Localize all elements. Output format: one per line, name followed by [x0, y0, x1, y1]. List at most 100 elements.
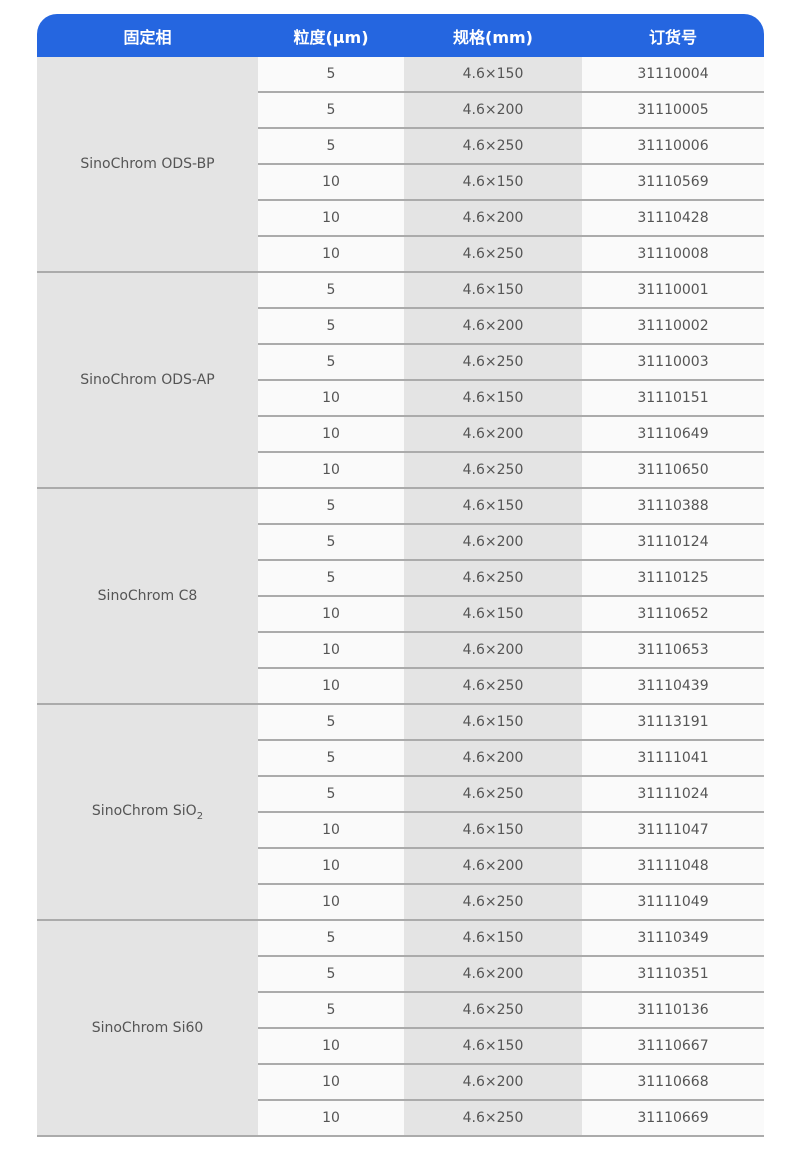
order-number-cell: 31110653 [582, 632, 764, 669]
order-number-cell: 31110006 [582, 128, 764, 165]
particle-size-cell: 10 [258, 884, 404, 921]
particle-size-cell: 5 [258, 524, 404, 561]
dimensions-cell: 4.6×150 [404, 596, 582, 633]
table-row: 5 4.6×250 31110006 [37, 128, 764, 165]
table-row: 10 4.6×150 31110569 [37, 164, 764, 201]
order-number-cell: 31110002 [582, 308, 764, 345]
dimensions-cell: 4.6×250 [404, 992, 582, 1029]
table-row: 10 4.6×250 31110439 [37, 668, 764, 705]
table-row: 10 4.6×200 31110428 [37, 200, 764, 237]
phase-name: SinoChrom C8 [97, 588, 198, 604]
particle-size-cell: 10 [258, 1064, 404, 1101]
table-row: SinoChrom SiO2 5 4.6×150 31113191 [37, 704, 764, 921]
particle-size-cell: 5 [258, 920, 404, 957]
phase-name: SinoChrom SiO [91, 802, 197, 819]
particle-size-cell: 5 [258, 57, 404, 93]
table-row: 5 4.6×200 31111041 [37, 740, 764, 777]
order-number-cell: 31110569 [582, 164, 764, 201]
order-number-cell: 31110439 [582, 668, 764, 705]
table-row: 10 4.6×200 31111048 [37, 848, 764, 885]
order-number-cell: 31110652 [582, 596, 764, 633]
particle-size-cell: 10 [258, 416, 404, 453]
table-row: 10 4.6×150 31110151 [37, 380, 764, 417]
product-table: 固定相 粒度(μm) 规格(mm) 订货号 SinoChrom ODS-BP 5 4… [37, 14, 764, 1137]
order-number-cell: 31110003 [582, 344, 764, 381]
table-row: 5 4.6×200 31110005 [37, 92, 764, 129]
particle-size-cell: 5 [258, 992, 404, 1029]
order-number-cell: 31110667 [582, 1028, 764, 1065]
order-number-cell: 31110136 [582, 992, 764, 1029]
particle-size-cell: 5 [258, 488, 404, 525]
table-row: 5 4.6×250 31110003 [37, 344, 764, 381]
particle-size-cell: 10 [258, 164, 404, 201]
particle-size-cell: 10 [258, 1028, 404, 1065]
table-body: SinoChrom ODS-BP 5 4.6×150 31110004 5 4.6×200… [37, 57, 764, 1137]
particle-size-cell: 10 [258, 632, 404, 669]
order-number-cell: 31111047 [582, 812, 764, 849]
table-header: 固定相 粒度(μm) 规格(mm) 订货号 [37, 14, 764, 57]
table-row: 5 4.6×200 31110002 [37, 308, 764, 345]
phase-name: SinoChrom Si60 [91, 1020, 204, 1036]
stationary-phase-cell: SinoChrom C8 [37, 488, 258, 705]
particle-size-cell: 10 [258, 812, 404, 849]
order-number-cell: 31110428 [582, 200, 764, 237]
table-row: SinoChrom Si60 5 4.6×150 31110349 [37, 920, 764, 1137]
order-number-cell: 31110649 [582, 416, 764, 453]
dimensions-cell: 4.6×150 [404, 704, 582, 741]
order-number-cell: 31110650 [582, 452, 764, 489]
order-number-cell: 31110669 [582, 1100, 764, 1137]
header-particle-size: 粒度(μm) [258, 14, 404, 57]
table-row: 10 4.6×250 31111049 [37, 884, 764, 921]
order-number-cell: 31111024 [582, 776, 764, 813]
stationary-phase-cell: SinoChrom ODS-BP [37, 57, 258, 273]
order-number-cell: 31110151 [582, 380, 764, 417]
order-number-cell: 31110351 [582, 956, 764, 993]
table-row: 5 4.6×200 31110351 [37, 956, 764, 993]
table-row: 10 4.6×200 31110649 [37, 416, 764, 453]
stationary-phase-cell: SinoChrom SiO2 [37, 704, 258, 921]
table-row: 10 4.6×250 31110650 [37, 452, 764, 489]
table-row: 5 4.6×250 31111024 [37, 776, 764, 813]
dimensions-cell: 4.6×250 [404, 668, 582, 705]
header-stationary-phase: 固定相 [37, 14, 258, 57]
particle-size-cell: 10 [258, 236, 404, 273]
table-row: 10 4.6×150 31110652 [37, 596, 764, 633]
dimensions-cell: 4.6×200 [404, 848, 582, 885]
order-number-cell: 31111048 [582, 848, 764, 885]
stationary-phase-cell: SinoChrom Si60 [37, 920, 258, 1137]
table-row: 5 4.6×200 31110124 [37, 524, 764, 561]
dimensions-cell: 4.6×200 [404, 92, 582, 129]
dimensions-cell: 4.6×150 [404, 1028, 582, 1065]
particle-size-cell: 10 [258, 596, 404, 633]
particle-size-cell: 5 [258, 704, 404, 741]
particle-size-cell: 10 [258, 380, 404, 417]
order-number-cell: 31110001 [582, 272, 764, 309]
dimensions-cell: 4.6×250 [404, 236, 582, 273]
dimensions-cell: 4.6×200 [404, 956, 582, 993]
table-row: 10 4.6×150 31111047 [37, 812, 764, 849]
order-number-cell: 31110388 [582, 488, 764, 525]
particle-size-cell: 5 [258, 344, 404, 381]
particle-size-cell: 10 [258, 452, 404, 489]
dimensions-cell: 4.6×150 [404, 380, 582, 417]
table-row: SinoChrom ODS-AP 5 4.6×150 31110001 [37, 272, 764, 489]
order-number-cell: 31110004 [582, 57, 764, 93]
particle-size-cell: 5 [258, 560, 404, 597]
dimensions-cell: 4.6×150 [404, 812, 582, 849]
dimensions-cell: 4.6×250 [404, 344, 582, 381]
particle-size-cell: 5 [258, 92, 404, 129]
particle-size-cell: 10 [258, 200, 404, 237]
dimensions-cell: 4.6×200 [404, 308, 582, 345]
dimensions-cell: 4.6×150 [404, 920, 582, 957]
phase-name: SinoChrom ODS-BP [80, 156, 215, 172]
dimensions-cell: 4.6×200 [404, 1064, 582, 1101]
table-row: 10 4.6×250 31110669 [37, 1100, 764, 1137]
dimensions-cell: 4.6×250 [404, 560, 582, 597]
table-row: SinoChrom ODS-BP 5 4.6×150 31110004 [37, 57, 764, 273]
dimensions-cell: 4.6×200 [404, 416, 582, 453]
order-number-cell: 31110005 [582, 92, 764, 129]
order-number-cell: 31110125 [582, 560, 764, 597]
particle-size-cell: 10 [258, 668, 404, 705]
dimensions-cell: 4.6×200 [404, 740, 582, 777]
table-row: 10 4.6×200 31110668 [37, 1064, 764, 1101]
